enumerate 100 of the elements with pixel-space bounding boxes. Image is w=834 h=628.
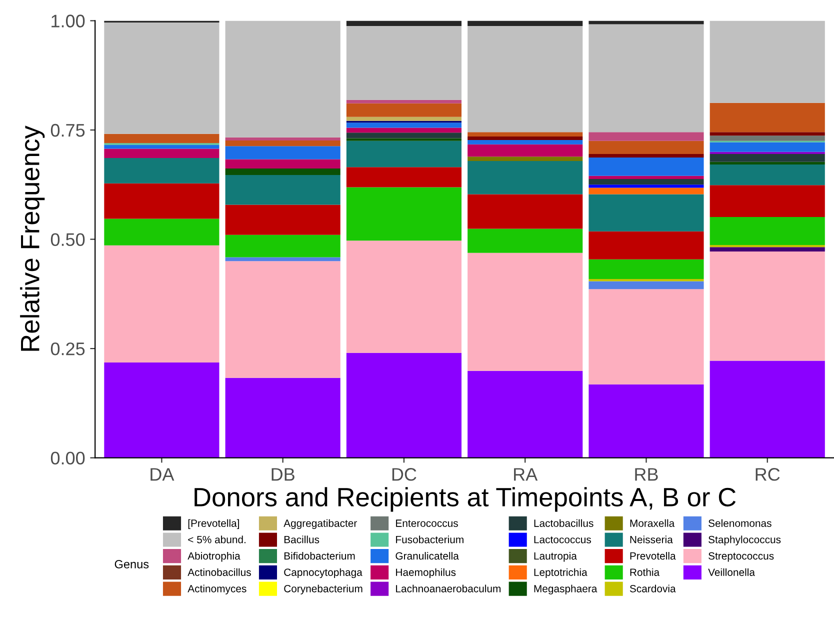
- bar: [468, 132, 583, 137]
- bar: [104, 183, 220, 219]
- bar: [710, 252, 825, 361]
- bar: [225, 140, 340, 146]
- legend-label: Bacillus: [284, 536, 320, 544]
- bar: [710, 216, 825, 245]
- y-tick-label: 0.50: [50, 233, 85, 246]
- bar: [710, 244, 825, 248]
- y-axis-title: Relative Frequency: [20, 126, 45, 351]
- bar: [710, 142, 825, 152]
- legend-label: Scardovia: [630, 584, 676, 592]
- bar: [225, 257, 340, 262]
- legend-label: Haemophilus: [396, 568, 456, 578]
- x-tick-label: DC: [392, 468, 416, 481]
- bar: [225, 234, 340, 258]
- bar: [468, 252, 583, 371]
- bar: [710, 164, 825, 186]
- bar: [346, 26, 462, 100]
- bar: [225, 168, 340, 176]
- bar: [346, 128, 462, 133]
- bar: [588, 289, 704, 384]
- bar: [104, 245, 220, 363]
- y-tick-label: 0.00: [50, 452, 85, 465]
- legend-label: Rothia: [630, 568, 660, 576]
- legend-label: Streptococcus: [708, 552, 774, 562]
- bar: [588, 259, 704, 280]
- bar: [346, 122, 462, 128]
- bar: [710, 102, 825, 132]
- x-tick-label: RC: [756, 468, 780, 481]
- bar: [225, 175, 340, 205]
- bar: [225, 204, 340, 235]
- legend-label: Veillonella: [708, 568, 755, 576]
- legend-label: Leptotrichia: [534, 568, 588, 578]
- legend-label: Neisseria: [630, 536, 673, 544]
- legend-label: Selenomonas: [708, 519, 772, 527]
- bar: [104, 218, 220, 246]
- bar: [346, 132, 462, 138]
- legend-label: Staphylococcus: [708, 536, 781, 546]
- legend-label: Prevotella: [630, 552, 676, 560]
- bar: [468, 26, 583, 132]
- x-tick-label: RA: [514, 468, 538, 481]
- bar: [225, 146, 340, 160]
- bar: [346, 140, 462, 168]
- bar: [468, 161, 583, 194]
- bar: [346, 240, 462, 353]
- bar: [346, 352, 462, 458]
- bar: [346, 116, 462, 121]
- bar: [104, 144, 220, 149]
- bar: [346, 187, 462, 241]
- legend-label: Abiotrophia: [188, 552, 240, 562]
- legend-label: Moraxella: [630, 519, 675, 527]
- x-axis-title: Donors and Recipients at Timepoints A, B or C: [194, 487, 736, 512]
- x-tick-label: DB: [272, 468, 294, 481]
- bar: [225, 20, 340, 138]
- x-tick-label: DA: [150, 468, 174, 481]
- bar: [710, 154, 825, 162]
- bar: [468, 156, 583, 162]
- bar: [588, 158, 704, 176]
- legend-label: Granulicatella: [396, 552, 459, 560]
- legend-label: Corynebacterium: [284, 584, 362, 594]
- bar: [468, 370, 583, 458]
- bar: [588, 281, 704, 290]
- legend-label: Lactobacillus: [534, 519, 594, 527]
- bar: [710, 185, 825, 217]
- bar: [346, 20, 462, 26]
- x-tick-label: RB: [635, 468, 658, 481]
- bar: [588, 188, 704, 194]
- bar: [104, 148, 220, 158]
- bar: [588, 154, 704, 158]
- bar: [346, 138, 462, 141]
- bar: [346, 100, 462, 104]
- legend-label: Lachnoanaerobaculum: [396, 584, 501, 592]
- legend-label: Megasphaera: [534, 584, 598, 594]
- legend-label: [Prevotella]: [188, 519, 239, 529]
- bar: [588, 24, 704, 132]
- bar: [588, 140, 704, 154]
- bar: [588, 132, 704, 141]
- bar: [346, 103, 462, 117]
- bar: [225, 261, 340, 378]
- y-tick-label: 1.00: [52, 14, 85, 28]
- legend-label: Lactococcus: [534, 536, 591, 544]
- bar: [468, 194, 583, 229]
- bar: [468, 144, 583, 157]
- bar: [588, 384, 704, 458]
- y-tick-label: 0.75: [50, 124, 85, 137]
- legend-label: Lautropia: [534, 552, 577, 562]
- bar: [104, 134, 220, 144]
- bar: [710, 152, 825, 154]
- legend-label: Fusobacterium: [396, 536, 464, 544]
- legend-title: Genus: [114, 560, 149, 568]
- legend-label: Actinobacillus: [188, 568, 251, 576]
- bar: [225, 159, 340, 168]
- bar: [710, 162, 825, 165]
- bar: [225, 378, 340, 458]
- bar: [710, 247, 825, 252]
- bar: [588, 231, 704, 260]
- bar: [710, 360, 825, 458]
- bar: [104, 22, 220, 134]
- legend-label: Capnocytophaga: [284, 568, 362, 578]
- bar: [710, 20, 825, 103]
